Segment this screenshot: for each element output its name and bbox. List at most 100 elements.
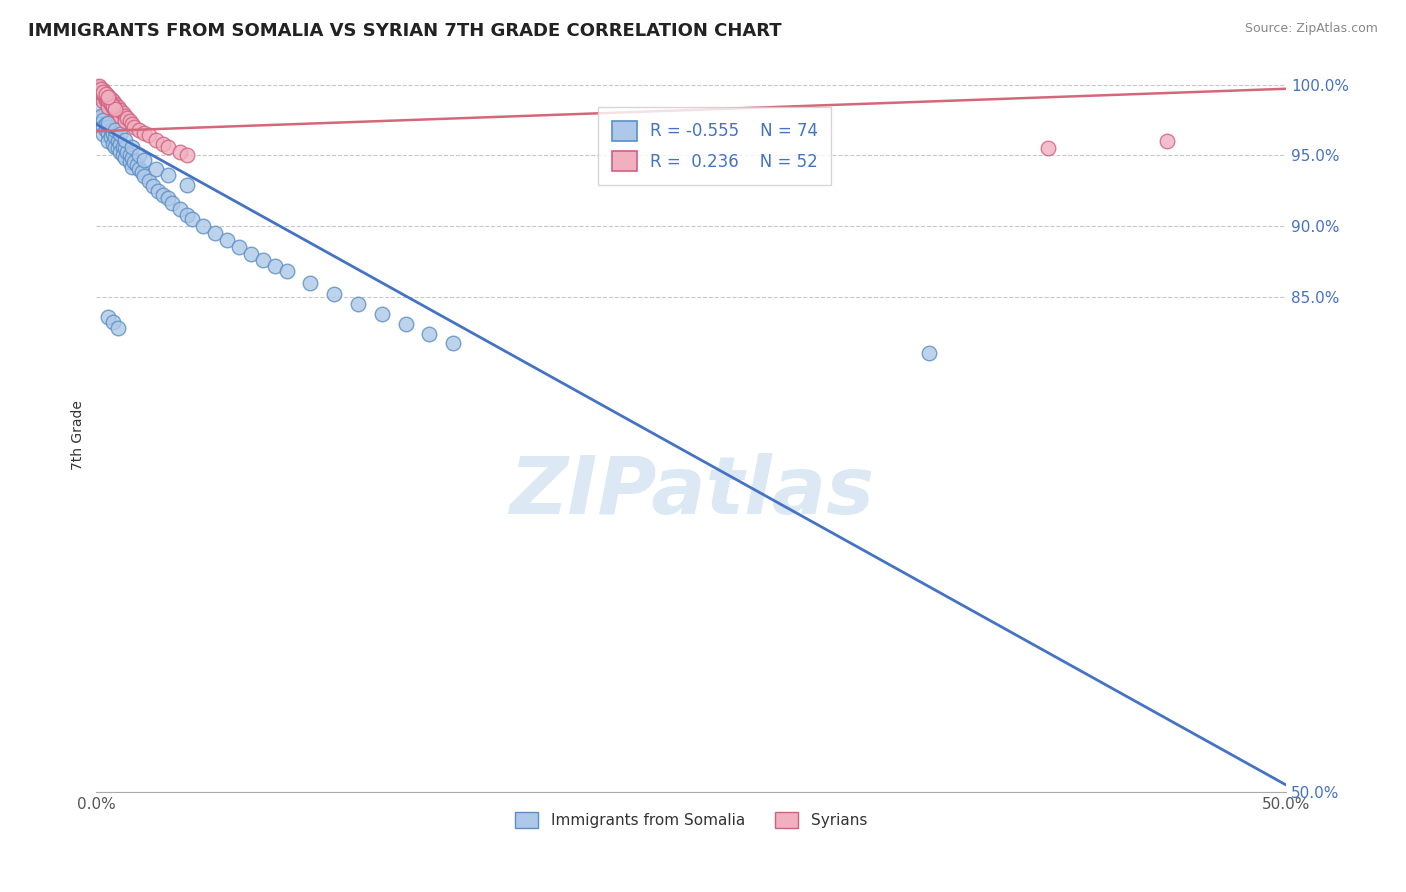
Point — [101, 95, 124, 109]
Point — [152, 187, 174, 202]
Point — [93, 87, 115, 102]
Text: IMMIGRANTS FROM SOMALIA VS SYRIAN 7TH GRADE CORRELATION CHART: IMMIGRANTS FROM SOMALIA VS SYRIAN 7TH GR… — [28, 22, 782, 40]
Point — [107, 105, 129, 120]
Point — [87, 112, 110, 126]
Point — [111, 140, 134, 154]
Point — [121, 160, 143, 174]
Point — [138, 174, 160, 188]
Point — [121, 151, 143, 165]
Point — [240, 247, 263, 261]
Point — [124, 120, 146, 134]
Point — [252, 252, 274, 267]
Point — [107, 141, 129, 155]
Point — [1156, 134, 1178, 148]
Point — [108, 127, 131, 141]
Point — [97, 116, 120, 130]
Point — [142, 179, 165, 194]
Point — [217, 233, 239, 247]
Point — [204, 226, 226, 240]
Point — [94, 123, 117, 137]
Point — [94, 90, 117, 104]
Point — [118, 155, 141, 169]
Point — [100, 95, 122, 110]
Point — [347, 297, 370, 311]
Point — [1036, 141, 1059, 155]
Point — [118, 148, 141, 162]
Point — [101, 127, 124, 141]
Point — [93, 112, 115, 127]
Point — [97, 93, 120, 107]
Point — [97, 134, 120, 148]
Point — [138, 128, 160, 143]
Point — [121, 117, 143, 131]
Point — [169, 145, 191, 160]
Point — [90, 88, 112, 103]
Point — [117, 145, 139, 160]
Point — [152, 136, 174, 151]
Point — [145, 162, 167, 177]
Point — [97, 120, 120, 134]
Point — [87, 78, 110, 93]
Point — [125, 158, 148, 172]
Text: ZIPatlas: ZIPatlas — [509, 453, 873, 531]
Point — [176, 148, 198, 162]
Point — [263, 259, 285, 273]
Point — [118, 114, 141, 128]
Point — [97, 88, 120, 103]
Point — [100, 97, 122, 112]
Point — [94, 93, 117, 107]
Point — [90, 117, 112, 131]
Text: Source: ZipAtlas.com: Source: ZipAtlas.com — [1244, 22, 1378, 36]
Point — [128, 162, 150, 177]
Point — [145, 133, 167, 147]
Point — [111, 105, 134, 120]
Point — [94, 87, 117, 102]
Point — [418, 326, 440, 341]
Point — [104, 97, 127, 112]
Point — [180, 211, 202, 226]
Point — [90, 82, 112, 96]
Point — [107, 100, 129, 114]
Point — [162, 196, 184, 211]
Point — [90, 83, 112, 97]
Point — [128, 123, 150, 137]
Point — [156, 191, 179, 205]
Point — [108, 136, 131, 151]
Legend: Immigrants from Somalia, Syrians: Immigrants from Somalia, Syrians — [509, 806, 873, 834]
Point — [93, 83, 115, 97]
Point — [132, 169, 155, 184]
Point — [101, 100, 124, 114]
Point — [107, 321, 129, 335]
Point — [104, 123, 127, 137]
Point — [100, 92, 122, 106]
Point — [93, 95, 115, 109]
Point — [918, 346, 941, 360]
Point — [193, 219, 215, 233]
Point — [93, 85, 115, 99]
Point — [97, 95, 120, 109]
Point — [121, 140, 143, 154]
Point — [87, 82, 110, 96]
Point — [107, 134, 129, 148]
Point — [90, 85, 112, 99]
Point — [94, 117, 117, 131]
Point — [108, 109, 131, 123]
Point — [276, 264, 298, 278]
Point — [114, 114, 136, 128]
Point — [101, 99, 124, 113]
Point — [97, 100, 120, 114]
Point — [156, 140, 179, 154]
Point — [176, 208, 198, 222]
Point — [131, 165, 153, 179]
Point — [108, 145, 131, 160]
Point — [94, 87, 117, 102]
Point — [104, 103, 127, 117]
Point — [87, 80, 110, 95]
Point — [148, 184, 170, 198]
Point — [114, 133, 136, 147]
Point — [117, 112, 139, 126]
Point — [395, 317, 418, 331]
Point — [169, 202, 191, 216]
Point — [176, 178, 198, 192]
Point — [132, 126, 155, 140]
